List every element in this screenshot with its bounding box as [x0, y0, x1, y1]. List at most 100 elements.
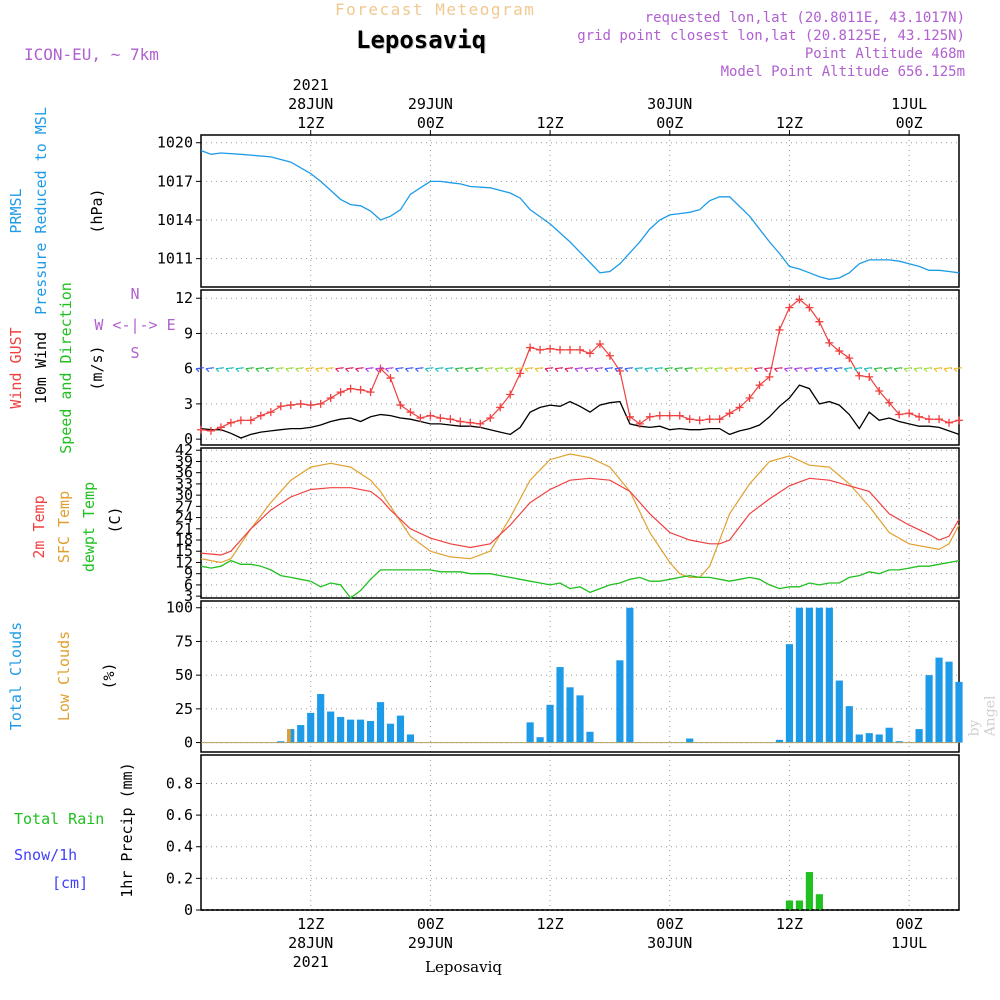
- wind-direction-arrow: [813, 367, 823, 373]
- gust-marker: [396, 401, 405, 410]
- gust-marker: [516, 369, 525, 378]
- snow-unit: [cm]: [52, 874, 88, 892]
- gust-marker: [675, 411, 684, 420]
- total-cloud-bar: [875, 734, 883, 743]
- total-cloud-bar: [526, 722, 534, 743]
- clouds-unit: (%): [100, 662, 118, 689]
- super-title: Forecast Meteogram: [335, 0, 536, 19]
- total-cloud-bar: [586, 731, 594, 743]
- total-cloud-bar: [895, 741, 903, 743]
- wind-direction-arrow: [295, 367, 304, 373]
- y-tick-label: 0: [184, 734, 193, 752]
- gust-marker: [436, 413, 445, 422]
- sfc-temp-label: SFC Temp: [55, 491, 73, 563]
- wind-direction-arrow: [604, 367, 613, 373]
- gust-marker: [216, 423, 225, 432]
- sfc-temp-line: [200, 453, 960, 579]
- bottom-time-label: 00Z: [417, 915, 444, 933]
- gust-marker: [266, 408, 275, 417]
- y-tick-label: 0.6: [166, 806, 193, 824]
- gust-marker: [815, 317, 824, 326]
- total-cloud-bar: [297, 725, 305, 743]
- y-tick-label: 1014: [157, 211, 193, 229]
- gust-marker: [875, 386, 884, 395]
- total-cloud-bar: [925, 675, 933, 743]
- total-cloud-bar: [386, 723, 395, 743]
- y-tick-label: 25: [175, 700, 193, 718]
- total-clouds-label: Total Clouds: [7, 622, 25, 730]
- wind-direction-arrow: [484, 367, 494, 373]
- total-cloud-bar: [885, 727, 893, 743]
- requested-coords: requested lon,lat (20.8011E, 43.1017N): [644, 10, 965, 26]
- gust-marker: [835, 347, 844, 356]
- total-cloud-bar: [815, 607, 823, 743]
- total-cloud-bar: [317, 694, 325, 743]
- wind-direction-arrow: [933, 367, 943, 373]
- y-tick-label: 1011: [157, 250, 193, 268]
- y-tick-label: 50: [175, 666, 193, 684]
- gust-marker: [885, 398, 894, 407]
- total-cloud-bar: [945, 661, 953, 743]
- wind-direction-arrow: [305, 367, 314, 373]
- compass-south: S: [130, 344, 139, 362]
- panel-frame: [200, 754, 960, 911]
- wind-direction-arrow: [704, 367, 713, 373]
- wind-direction-arrow: [664, 367, 673, 373]
- t2m-label: 2m Temp: [30, 495, 48, 558]
- bottom-time-label: 12Z: [537, 915, 564, 933]
- gust-marker: [566, 345, 575, 354]
- gust-marker: [536, 345, 545, 354]
- wind-direction-arrow: [853, 367, 863, 373]
- gust-marker: [296, 399, 305, 408]
- gust-marker: [915, 412, 924, 421]
- top-time-label: 2021: [293, 76, 329, 94]
- y-tick-label: 0.4: [166, 838, 193, 856]
- top-time-label: 00Z: [896, 114, 923, 132]
- footer-location: Leposaviq: [425, 958, 502, 976]
- dewpt-label: dewpt Temp: [80, 482, 98, 572]
- wind-direction-arrow: [265, 367, 274, 373]
- gust-marker: [735, 403, 744, 412]
- snow-label: Snow/1h: [14, 846, 77, 864]
- y-tick-label: 39: [175, 452, 193, 470]
- gust-marker: [276, 402, 285, 411]
- panel-0: 1011 1014 1017 1020: [157, 134, 960, 288]
- wind-direction-arrow: [385, 367, 394, 373]
- wind-direction-arrow: [953, 367, 963, 373]
- gust-marker: [935, 415, 944, 424]
- wind-direction-arrow: [325, 367, 334, 373]
- gust-marker: [945, 418, 954, 427]
- wind-direction-arrow: [534, 367, 544, 373]
- panel-4: 0 0.2 0.4 0.6 0.8: [166, 754, 960, 919]
- wind-direction-arrow: [803, 367, 813, 373]
- wind-direction-arrow: [833, 367, 843, 373]
- gust-marker: [845, 354, 854, 363]
- wind-direction-arrow: [414, 367, 424, 373]
- wind-direction-arrow: [644, 367, 653, 373]
- wind-direction-arrow: [923, 367, 933, 373]
- wind-direction-arrow: [205, 367, 215, 373]
- y-tick-label: 24: [175, 509, 193, 527]
- y-tick-label: 6: [184, 576, 193, 594]
- total-cloud-bar: [376, 702, 385, 743]
- y-tick-label: 100: [166, 599, 193, 617]
- pressure-unit: (hPa): [88, 188, 106, 233]
- gust-marker: [336, 388, 345, 397]
- y-tick-label: 0: [184, 430, 193, 448]
- total-cloud-bar: [915, 729, 923, 743]
- gust-marker: [955, 416, 963, 425]
- wind-direction-arrow: [494, 367, 504, 373]
- point-altitude: Point Altitude 468m: [804, 46, 965, 62]
- temp-unit: (C): [106, 506, 124, 533]
- total-cloud-bar: [556, 667, 564, 743]
- bottom-time-label: 12Z: [776, 915, 803, 933]
- wind-direction-arrow: [444, 367, 454, 373]
- top-time-label: 00Z: [417, 114, 444, 132]
- y-tick-label: 27: [175, 497, 193, 515]
- total-cloud-bar: [277, 741, 285, 743]
- wind-direction-arrow: [774, 367, 783, 373]
- top-time-label: 12Z: [537, 114, 564, 132]
- gust-marker: [206, 426, 215, 435]
- wind-direction-arrow: [235, 367, 244, 373]
- total-cloud-bar: [805, 607, 813, 743]
